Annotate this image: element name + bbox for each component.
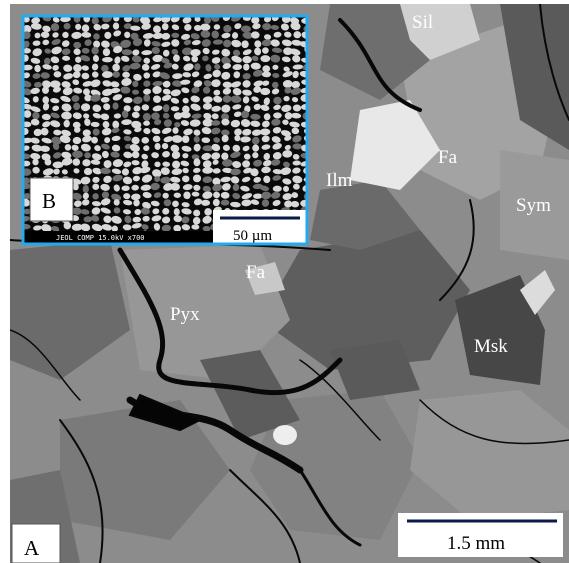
mineral-label: Fa [246,262,266,283]
mineral-label: Pyx [170,304,200,325]
grain [234,135,240,141]
inset: JEOL COMP 15.0kV x700 50 µm B [18,13,314,244]
inset-scale-bar: 50 µm [233,228,272,244]
panel-label: A [24,536,40,560]
grain [273,112,282,118]
mineral-label: Ilm [326,170,353,191]
grain [262,23,271,30]
grain [260,55,270,62]
grain [104,160,112,168]
scale-bar: 1.5 mm [447,533,505,554]
grain [141,137,149,144]
grain [171,106,179,111]
inset-info: JEOL COMP 15.0kV x700 [56,234,145,242]
grain [283,80,293,88]
micrograph-figure: Sil Fa Ilm Sym Fa Pyx Msk JEOL COMP 15.0… [0,0,569,563]
grain [174,122,180,127]
mineral-label: Sil [412,12,433,33]
mineral-label: Msk [474,336,508,357]
grain [32,159,38,166]
mineral-label: Sym [516,195,551,216]
mineral-label: Fa [438,147,458,168]
grain [221,200,230,206]
grain [73,103,80,110]
inset-panel-label: B [42,189,56,213]
